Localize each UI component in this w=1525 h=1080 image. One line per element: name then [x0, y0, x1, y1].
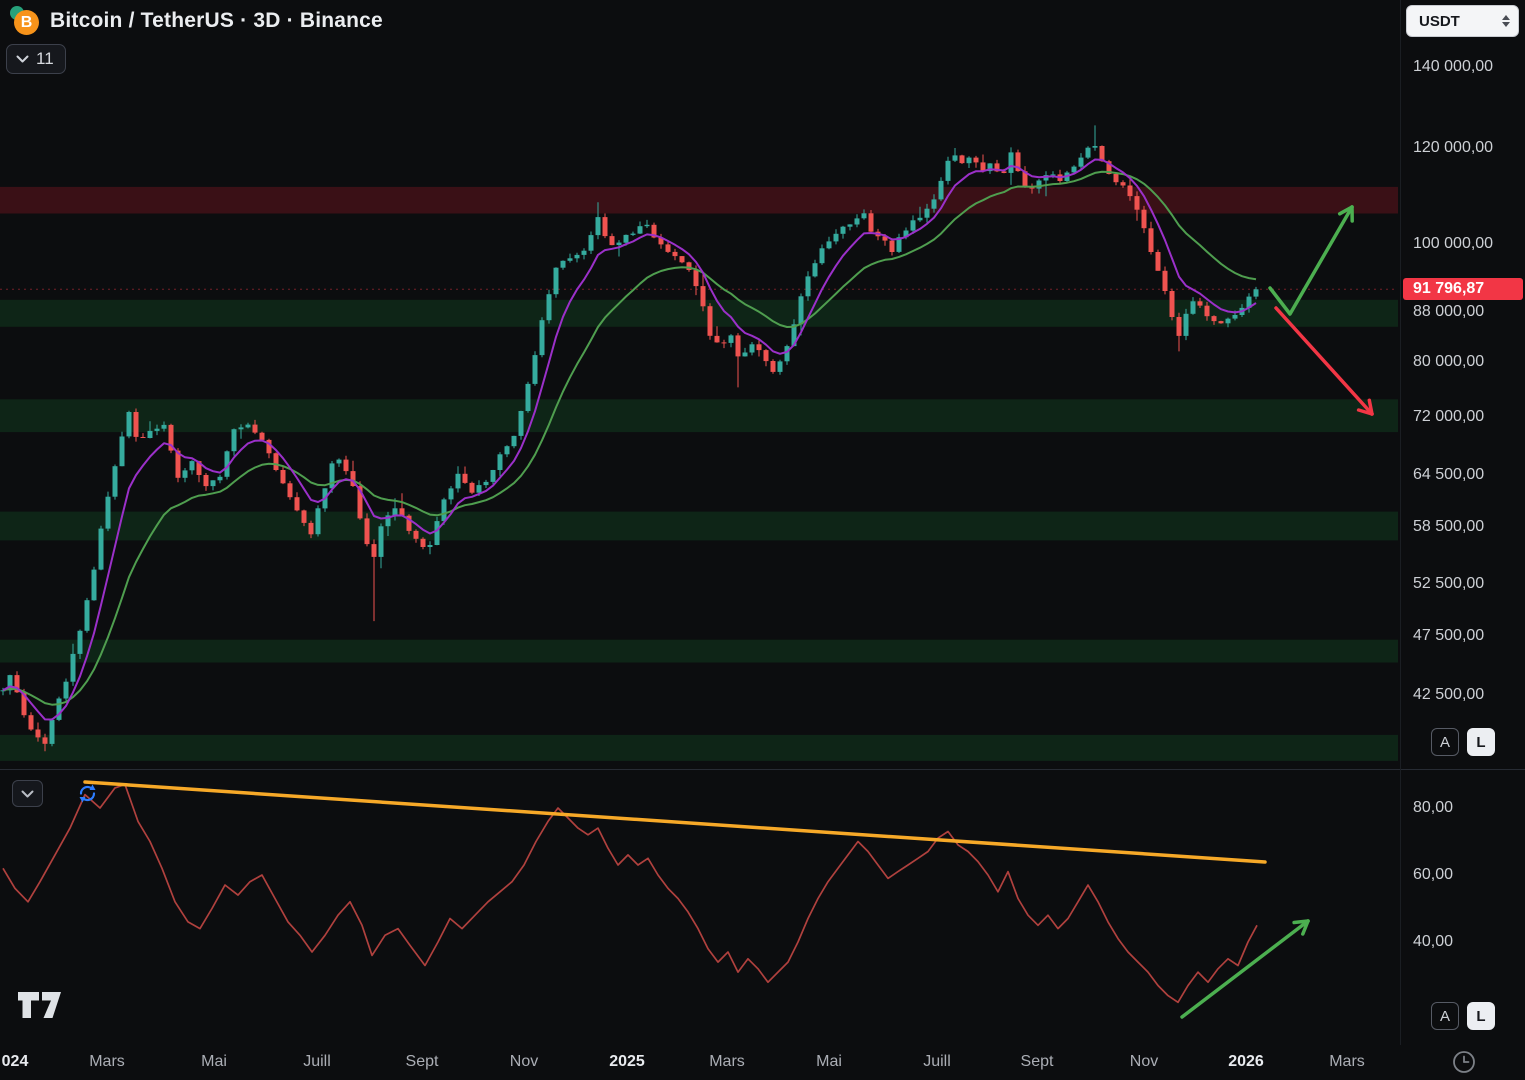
- tradingview-logo[interactable]: [18, 992, 62, 1024]
- bitcoin-logo-icon: B: [10, 6, 40, 36]
- time-axis-label: 2026: [1228, 1053, 1264, 1070]
- price-axis-label: 80 000,00: [1413, 353, 1485, 370]
- chevron-down-icon: [16, 55, 29, 63]
- rsi-axis-label: 60,00: [1413, 866, 1454, 883]
- symbol-title[interactable]: Bitcoin / TetherUS · 3D · Binance: [50, 9, 383, 32]
- time-axis-label: Nov: [1129, 1053, 1159, 1070]
- rsi-axis-label: 40,00: [1413, 933, 1454, 950]
- chevron-down-icon: [21, 790, 34, 797]
- price-axis-label: 140 000,00: [1413, 58, 1494, 75]
- time-axis-label: Nov: [509, 1053, 539, 1070]
- time-axis-label: Mars: [1329, 1053, 1365, 1070]
- time-axis-label: Juill: [923, 1053, 951, 1070]
- time-axis-label: 024: [1, 1053, 29, 1070]
- refresh-icon[interactable]: [76, 782, 99, 805]
- time-axis-label: Mars: [709, 1053, 745, 1070]
- log-scale-button[interactable]: L: [1467, 728, 1495, 756]
- price-axis-label: 120 000,00: [1413, 139, 1494, 156]
- price-axis-label: 58 500,00: [1413, 518, 1485, 535]
- last-price-badge: 91 796,87: [1403, 278, 1523, 300]
- price-axis-label: 64 500,00: [1413, 466, 1485, 483]
- price-axis-label: 100 000,00: [1413, 235, 1494, 252]
- time-axis-label: Mai: [201, 1053, 227, 1070]
- price-axis-label: 72 000,00: [1413, 408, 1485, 425]
- auto-scale-button[interactable]: A: [1431, 728, 1459, 756]
- symbol-header: B Bitcoin / TetherUS · 3D · Binance: [10, 6, 383, 36]
- time-axis-label: Mai: [816, 1053, 842, 1070]
- rsi-auto-scale-button[interactable]: A: [1431, 1002, 1459, 1030]
- price-axis[interactable]: 91 796,87 A L A L 140 000,00 120 000,00 10…: [1400, 0, 1525, 1045]
- time-axis-label: 2025: [609, 1053, 645, 1070]
- time-axis-label: Sept: [405, 1053, 439, 1070]
- currency-select[interactable]: USDT: [1406, 5, 1519, 37]
- time-axis[interactable]: 024 Mars Mai Juill Sept Nov 2025 Mars Mai Juill Se…: [0, 1045, 1525, 1080]
- price-axis-label: 52 500,00: [1413, 575, 1485, 592]
- timezone-clock-icon[interactable]: [1451, 1049, 1477, 1075]
- rsi-scale-buttons: A L: [1431, 1002, 1495, 1030]
- price-axis-label: 42 500,00: [1413, 686, 1485, 703]
- price-axis-label: 88 000,00: [1413, 303, 1485, 320]
- rsi-axis-label: 80,00: [1413, 799, 1454, 816]
- currency-value: USDT: [1419, 12, 1460, 30]
- price-scale-buttons: A L: [1431, 728, 1495, 756]
- time-axis-label: Juill: [303, 1053, 331, 1070]
- legend-count: 11: [36, 49, 54, 68]
- legend-collapse-button[interactable]: 11: [6, 44, 66, 74]
- bitcoin-coin-icon: B: [14, 10, 39, 35]
- select-arrows-icon: [1502, 15, 1510, 27]
- rsi-log-scale-button[interactable]: L: [1467, 1002, 1495, 1030]
- price-axis-label: 47 500,00: [1413, 627, 1485, 644]
- time-axis-label: Sept: [1020, 1053, 1054, 1070]
- time-axis-label: Mars: [89, 1053, 125, 1070]
- rsi-collapse-button[interactable]: [12, 780, 43, 807]
